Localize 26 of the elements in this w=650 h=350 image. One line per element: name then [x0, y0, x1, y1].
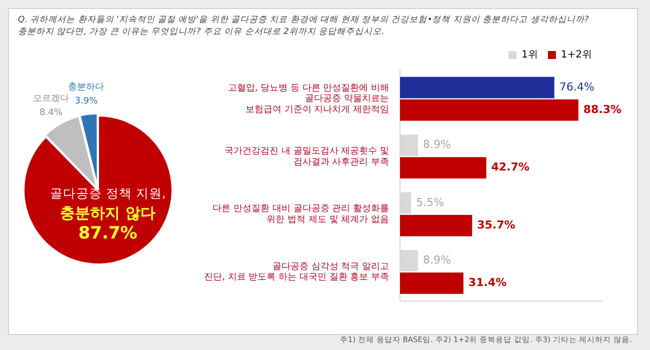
y-tick-label: 골다공증 심각성 적극 알리고 진단, 치료 받도록 하는 대국민 질환 홍보 부족 — [204, 262, 389, 283]
data-label: 8.9% — [422, 254, 451, 267]
data-label: 88.3% — [583, 102, 622, 116]
data-label: 5.5% — [416, 196, 444, 209]
y-tick-label: 국가건강검진 내 골밀도검사 제공횟수 및 검사결과 사후관리 부족 — [224, 146, 389, 168]
data-label: 35.7% — [477, 218, 516, 232]
bar — [400, 76, 554, 98]
bar — [400, 214, 472, 236]
data-label: 76.4% — [559, 80, 594, 94]
y-tick-label: 다른 만성질환 대비 골다공증 관리 활성화를 위한 법적 제도 및 체계가 없음 — [212, 204, 389, 225]
slice-label: 충분하다 — [68, 82, 104, 93]
slice-label: 골다공증 정책 지원, 충분하지 않다 — [50, 185, 166, 222]
slice-label: 모르겠다 — [32, 94, 69, 104]
bar — [400, 99, 578, 121]
data-label: 3.9% — [74, 96, 98, 107]
data-label: 8.4% — [40, 108, 63, 118]
data-label: 42.7% — [491, 160, 530, 174]
bar — [400, 272, 464, 294]
data-label: 87.7% — [78, 224, 138, 244]
bar — [400, 157, 486, 178]
y-tick-label: 고혈압, 당뇨병 등 다른 만성질환에 비해 골다공증 약물치료는 보험급여 기준이 지나치게 제한적임 — [228, 83, 389, 115]
legend-label: 1위 — [522, 50, 538, 61]
legend-label: 1+2위 — [560, 50, 592, 61]
data-label: 8.9% — [422, 138, 451, 152]
text: Q. 귀하께서는 환자들의 '지속적인 골절 예방'을 위한 골다공증 치료 환경에 대해 현재 정부의 건강보험•정책 지원이 충분하다고 생각하십니까? 충분하지 않다면, 가장 큰 이유는 무엇입니까? 주요 이유 순서대로 2위까지 응답해주십시오. — [18, 14, 590, 38]
data-label: 31.4% — [468, 276, 507, 290]
